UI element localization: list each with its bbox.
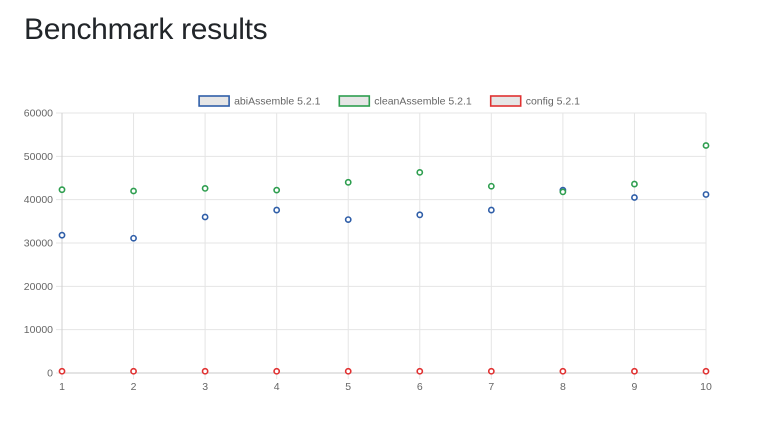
x-axis-ticks: 1 2 3 4 5 6 7 8 9 10: [59, 381, 712, 393]
data-point-cleanAssemble[interactable]: [130, 187, 137, 195]
legend-label: cleanAssemble 5.2.1: [374, 96, 472, 108]
data-point-cleanAssemble[interactable]: [416, 168, 424, 176]
x-tick-label: 6: [417, 381, 423, 393]
chart-points[interactable]: [58, 142, 710, 375]
data-point-cleanAssemble[interactable]: [631, 180, 638, 188]
data-point-config[interactable]: [416, 367, 424, 375]
data-point-abiAssemble[interactable]: [58, 231, 66, 239]
data-point-abiAssemble[interactable]: [416, 211, 424, 219]
legend-swatch: [338, 95, 371, 107]
legend-item-abiAssemble[interactable]: abiAssemble 5.2.1: [198, 95, 321, 108]
y-tick-label: 10000: [24, 324, 53, 336]
legend-label: abiAssemble 5.2.1: [234, 96, 321, 108]
data-point-cleanAssemble[interactable]: [273, 186, 281, 194]
x-tick-label: 4: [274, 381, 280, 393]
y-tick-label: 30000: [24, 238, 53, 250]
data-point-cleanAssemble[interactable]: [559, 188, 567, 196]
data-point-config[interactable]: [273, 367, 281, 375]
data-point-config[interactable]: [201, 367, 209, 375]
legend-item-config[interactable]: config 5.2.1: [489, 95, 580, 108]
data-point-cleanAssemble[interactable]: [58, 186, 66, 194]
x-tick-label: 3: [202, 381, 208, 393]
data-point-cleanAssemble[interactable]: [487, 182, 495, 190]
data-point-abiAssemble[interactable]: [487, 206, 495, 214]
data-point-abiAssemble[interactable]: [130, 234, 137, 242]
legend-swatch: [489, 95, 522, 107]
data-point-config[interactable]: [702, 367, 710, 375]
x-tick-label: 9: [632, 381, 638, 393]
data-point-abiAssemble[interactable]: [631, 194, 638, 201]
y-tick-label: 0: [47, 368, 53, 380]
data-point-abiAssemble[interactable]: [344, 216, 352, 223]
x-tick-label: 10: [700, 381, 712, 393]
legend-swatch: [198, 95, 230, 107]
data-point-config[interactable]: [559, 367, 567, 375]
chart-grid: [56, 112, 707, 379]
data-point-abiAssemble[interactable]: [201, 213, 209, 221]
legend-item-cleanAssemble[interactable]: cleanAssemble 5.2.1: [338, 95, 472, 108]
y-tick-label: 60000: [24, 108, 53, 120]
data-point-abiAssemble[interactable]: [273, 206, 281, 214]
y-axis-ticks: 0 10000 20000 30000 40000 50000 60000: [24, 108, 53, 380]
data-point-config[interactable]: [58, 367, 66, 375]
data-point-config[interactable]: [487, 367, 495, 375]
chart-axes: [61, 113, 706, 374]
x-tick-label: 1: [59, 381, 65, 393]
y-tick-label: 40000: [24, 194, 53, 206]
x-tick-label: 8: [560, 381, 566, 393]
y-tick-label: 20000: [24, 281, 53, 293]
x-tick-label: 2: [131, 381, 137, 393]
data-point-config[interactable]: [344, 367, 352, 375]
x-tick-label: 7: [488, 381, 494, 393]
page-title: Benchmark results: [24, 13, 268, 46]
data-point-config[interactable]: [130, 367, 137, 375]
x-tick-label: 5: [345, 381, 351, 393]
chart-legend[interactable]: abiAssemble 5.2.1 cleanAssemble 5.2.1 conf…: [198, 95, 580, 108]
data-point-cleanAssemble[interactable]: [702, 142, 710, 149]
data-point-cleanAssemble[interactable]: [201, 184, 209, 192]
data-point-config[interactable]: [631, 367, 638, 375]
data-point-abiAssemble[interactable]: [702, 191, 710, 198]
y-tick-label: 50000: [24, 151, 53, 163]
legend-label: config 5.2.1: [526, 96, 580, 108]
data-point-cleanAssemble[interactable]: [344, 178, 352, 186]
